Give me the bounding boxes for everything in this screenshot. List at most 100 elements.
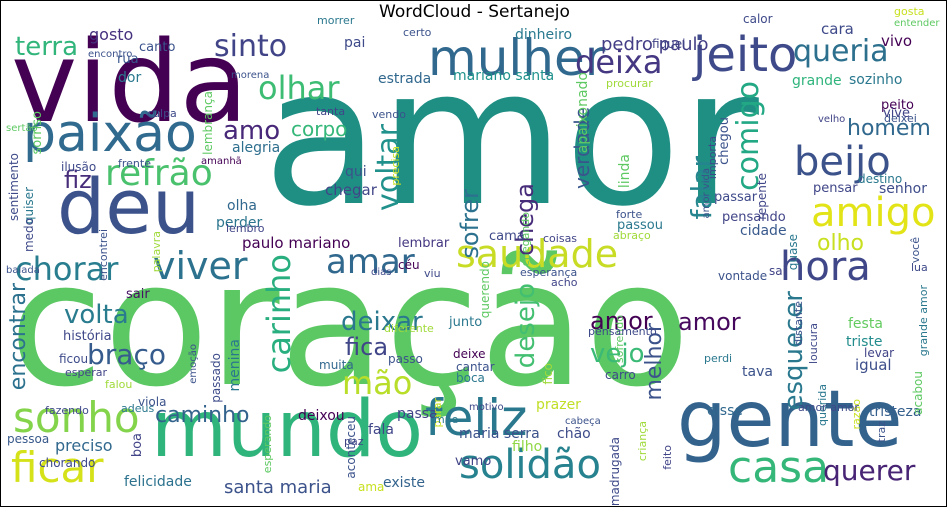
cloud-word: peito [881,98,914,113]
cloud-word: junto [449,315,483,330]
cloud-word: amigo [811,190,936,236]
cloud-word: fiz [64,166,92,194]
cloud-word: volta [64,300,129,330]
cloud-word: casa [728,442,830,493]
cloud-word: gente [677,375,903,465]
cloud-word: terra [15,32,79,62]
cloud-word: repente [755,173,769,220]
cloud-word: história [63,329,112,344]
cloud-word: linda [617,154,633,189]
cloud-word: frente [118,157,151,170]
cloud-word: cantar [456,360,495,374]
cloud-word: perdi [704,352,733,365]
cloud-word: adeus [121,402,155,415]
cloud-word: ama [358,480,385,494]
cloud-word: chegar [325,181,377,199]
cloud-word: fica [345,333,389,361]
cloud-word: calor [743,12,773,26]
cloud-word: ficar [11,443,104,492]
cloud-word: você [909,237,922,264]
cloud-word: olho [817,231,864,256]
cloud-word: culpa [147,107,177,120]
cloud-word: homem [847,116,931,141]
cloud-word: certo [403,26,432,39]
cloud-word: sofrer [456,189,484,259]
cloud-word: coração [9,224,691,425]
cloud-word: mundo [151,385,424,475]
cloud-word: levar [864,346,895,360]
cloud-word: amanhã [201,156,242,167]
cloud-word: chão [557,426,591,442]
cloud-word: preciso [55,436,113,455]
cloud-word: cabeça [565,416,601,427]
cloud-word: acho [551,276,578,289]
cloud-word: aconteceu [344,416,358,479]
cloud-word: carro [605,368,636,382]
cloud-word: deu [57,162,201,251]
cloud-word: viola [138,395,167,409]
cloud-word: passa [397,406,438,422]
cloud-word: boca [456,371,485,385]
cloud-word: amor [263,27,759,248]
cloud-word: estrada [378,71,432,87]
cloud-word: mão [342,364,413,402]
cloud-word: sozinho [849,72,903,88]
cloud-word: mãe [434,413,459,426]
cloud-word: sai [769,264,786,278]
cloud-word: céu [398,258,420,272]
cloud-word: velho [818,114,846,125]
cloud-word: procurar [606,77,653,90]
cloud-word: ilusão [61,160,97,174]
cloud-word: hora [780,244,871,290]
cloud-word: solidão [459,442,601,488]
cloud-word: apaixonado [575,72,591,154]
cloud-word: amar [326,242,415,282]
cloud-word: fico [541,363,555,385]
cloud-word: gosto [89,25,134,44]
cloud-word: sofrendo [613,315,626,364]
cloud-word: viu [424,267,441,280]
cloud-word: encontrar [6,283,31,391]
cloud-word: deixar [341,307,423,337]
cloud-word: traz [875,421,888,443]
cloud-word: vive [883,106,910,121]
cloud-word: tava [742,364,773,380]
cloud-word: querendo [478,261,492,319]
cloud-word: santa maria [224,477,332,498]
cloud-word: olha [227,198,257,214]
cloud-word: paulo mariano [242,234,351,252]
cloud-word: criança [636,421,649,462]
cloud-word: emoção [188,344,199,384]
cloud-word: caminho [155,403,250,428]
cloud-word: dias [371,267,392,278]
cloud-word: triste [846,334,883,350]
cloud-word: motivo [469,402,504,413]
cloud-word: chorar [15,250,119,288]
cloud-word: esperar [65,366,108,379]
cloud-word: balada [6,265,40,276]
figure-title: WordCloud - Sertanejo [379,2,570,22]
cloud-word: passou [617,218,663,233]
cloud-word: menina [227,339,243,392]
cloud-word: deixou [298,408,345,424]
cloud-word: pensamento [588,325,657,338]
cloud-word: vivo [881,32,913,50]
cloud-word: loucura [807,323,820,365]
cloud-word: festa [848,316,883,332]
cloud-word: sinto [214,29,288,64]
cloud-word: disse [707,403,743,419]
cloud-word: amor [590,307,653,335]
cloud-word: diferente [384,322,434,335]
cloud-word: sair [126,287,150,302]
cloud-word: fiquei [652,37,686,51]
cloud-word: viver [153,244,248,288]
cloud-word: encontrei [97,229,110,281]
cloud-word: encontro [88,49,133,60]
cloud-word: jeito [693,27,798,83]
cloud-word: ficou [59,352,89,366]
cloud-word: vida [11,18,249,148]
cloud-word: passar [714,190,758,205]
cloud-word: olhar [258,69,340,107]
cloud-word: pessoa [7,432,50,446]
